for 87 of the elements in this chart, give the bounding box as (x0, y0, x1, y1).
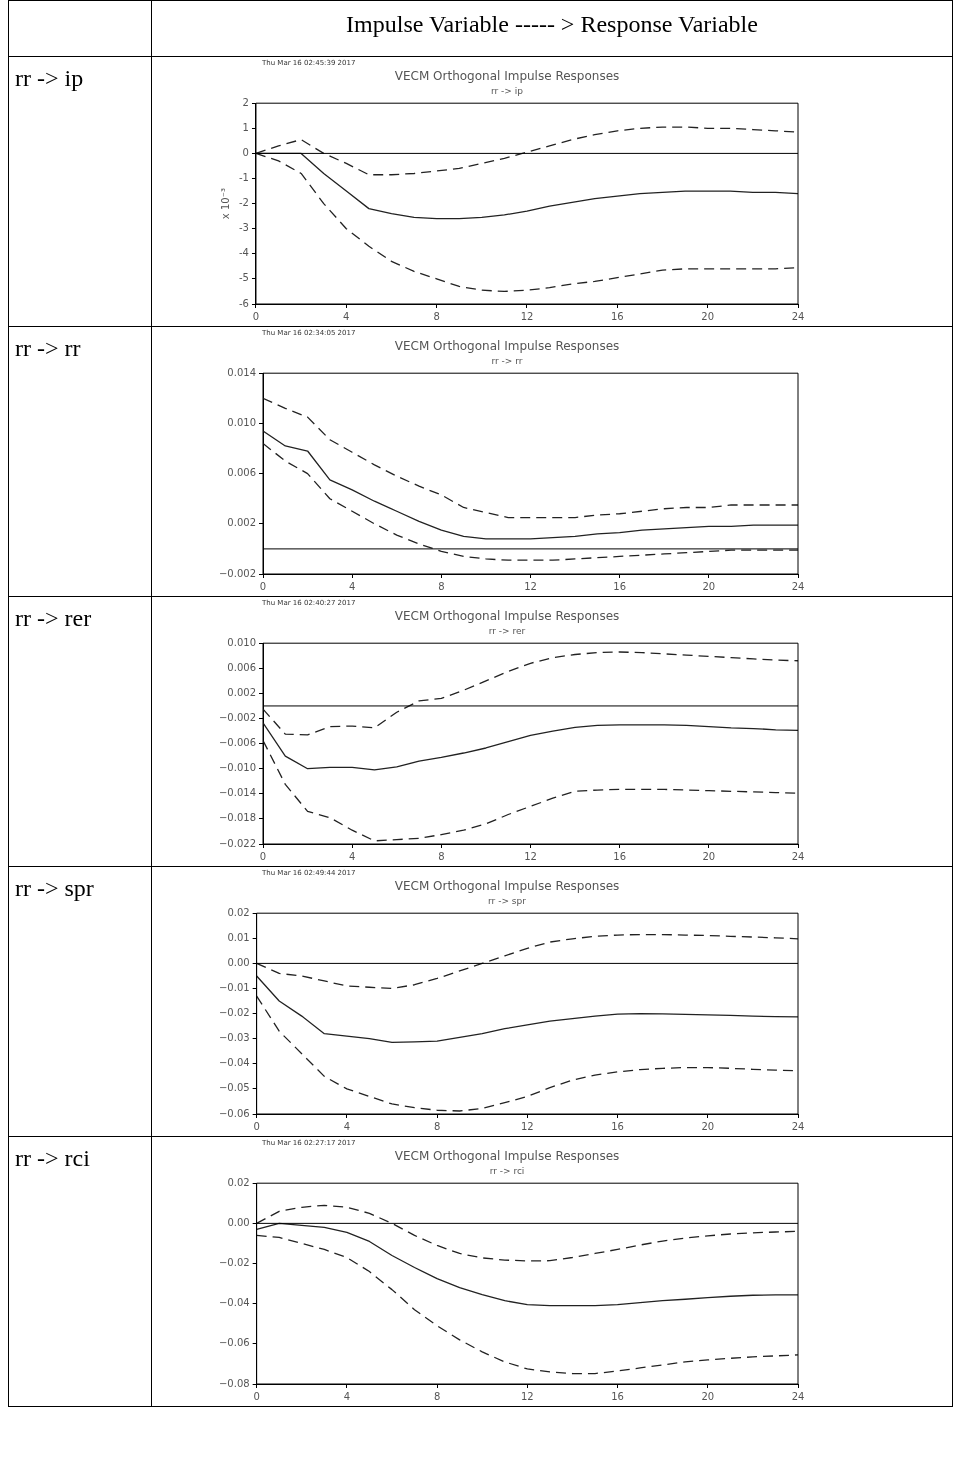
chart-subtitle: rr -> rci (489, 1166, 525, 1177)
x-tick-label: 4 (343, 1120, 351, 1132)
x-tick-label: 4 (348, 580, 356, 592)
y-tick-label: -3 (238, 222, 249, 234)
y-tick-label: 2 (242, 96, 249, 108)
y-tick-label: −0.02 (218, 1257, 250, 1269)
y-tick-label: −0.01 (218, 982, 250, 994)
y-tick-label: −0.08 (218, 1377, 250, 1389)
y-tick-label: 0 (242, 146, 249, 158)
chart-title: VECM Orthogonal Impulse Responses (394, 339, 620, 354)
text: rr -> ip (8, 56, 152, 327)
y-tick-label: 0.002 (227, 517, 257, 529)
x-tick-label: 0 (259, 580, 267, 592)
y-axis-title: x 10⁻³ (219, 188, 231, 220)
y-tick-label: −0.002 (218, 567, 257, 579)
y-tick-label: 0.006 (227, 467, 257, 479)
chart-subtitle: rr -> rr (491, 356, 523, 367)
text: rr -> rer (8, 596, 152, 867)
x-tick-label: 8 (438, 580, 445, 592)
x-tick-label: 12 (524, 850, 537, 862)
chart-subtitle: rr -> rer (488, 626, 526, 637)
x-tick-label: 12 (524, 580, 537, 592)
y-tick-label: -6 (238, 297, 249, 309)
y-tick-label: −0.05 (218, 1082, 250, 1094)
x-tick-label: 8 (433, 310, 440, 322)
y-tick-label: 0.010 (227, 636, 257, 648)
y-tick-label: −0.002 (218, 712, 257, 724)
y-tick-label: -1 (238, 172, 249, 184)
y-tick-label: -4 (238, 247, 249, 259)
y-tick-label: −0.03 (218, 1032, 250, 1044)
y-tick-label: −0.014 (218, 787, 257, 799)
x-tick-label: 16 (613, 850, 627, 862)
y-tick-label: −0.06 (218, 1337, 250, 1349)
y-tick-label: −0.04 (218, 1057, 250, 1069)
y-tick-label: −0.04 (218, 1297, 250, 1309)
y-tick-label: 0.00 (227, 1216, 250, 1228)
x-tick-label: 8 (433, 1390, 441, 1402)
y-tick-label: 0.002 (227, 686, 257, 698)
x-tick-label: 0 (259, 850, 267, 862)
x-tick-label: 12 (520, 310, 534, 322)
x-tick-label: 4 (343, 310, 350, 322)
x-tick-label: 16 (613, 580, 627, 592)
y-tick-label: −0.06 (218, 1107, 250, 1119)
x-tick-label: 4 (348, 850, 356, 862)
x-tick-label: 20 (701, 310, 715, 322)
y-tick-label: 0.02 (227, 1176, 250, 1188)
chart-title: VECM Orthogonal Impulse Responses (394, 879, 620, 894)
chart-title: VECM Orthogonal Impulse Responses (394, 1149, 620, 1164)
text: rr -> rr (8, 326, 152, 597)
x-tick-label: 8 (433, 1120, 441, 1132)
y-tick-label: -5 (238, 272, 249, 284)
chart-subtitle: rr -> spr (488, 896, 527, 907)
x-tick-label: 20 (702, 850, 716, 862)
y-tick-label: 0.01 (227, 931, 250, 943)
x-tick-label: 20 (701, 1120, 715, 1132)
text: Impulse Variable ----- > Response Variable (151, 0, 953, 57)
y-tick-label: 0.02 (227, 906, 250, 918)
x-tick-label: 8 (438, 850, 445, 862)
y-tick-label: 1 (242, 121, 249, 133)
x-tick-label: 4 (343, 1390, 351, 1402)
x-tick-label: 24 (791, 850, 805, 862)
chart-subtitle: rr -> ip (491, 86, 524, 97)
y-tick-label: −0.02 (218, 1007, 250, 1019)
chart-title: VECM Orthogonal Impulse Responses (394, 609, 620, 624)
x-tick-label: 24 (791, 580, 805, 592)
x-tick-label: 12 (520, 1120, 534, 1132)
chart-title: VECM Orthogonal Impulse Responses (394, 69, 620, 84)
text: rr -> rci (8, 1136, 152, 1407)
x-tick-label: 24 (791, 1390, 805, 1402)
x-tick-label: 16 (611, 1390, 624, 1402)
x-tick-label: 16 (611, 1120, 624, 1132)
y-tick-label: 0.006 (227, 661, 257, 673)
x-tick-label: 24 (791, 310, 805, 322)
y-tick-label: 0.00 (227, 956, 250, 968)
y-tick-label: −0.018 (218, 812, 257, 824)
x-tick-label: 24 (791, 1120, 805, 1132)
x-tick-label: 12 (520, 1390, 534, 1402)
y-tick-label: 0.010 (227, 416, 257, 428)
y-tick-label: −0.010 (218, 762, 257, 774)
y-tick-label: −0.022 (218, 837, 257, 849)
x-tick-label: 16 (610, 310, 624, 322)
y-tick-label: 0.014 (227, 366, 257, 378)
y-tick-label: −0.006 (218, 737, 257, 749)
x-tick-label: 20 (701, 1390, 715, 1402)
text: rr -> spr (8, 866, 152, 1137)
y-tick-label: -2 (238, 197, 249, 209)
x-tick-label: 20 (702, 580, 716, 592)
